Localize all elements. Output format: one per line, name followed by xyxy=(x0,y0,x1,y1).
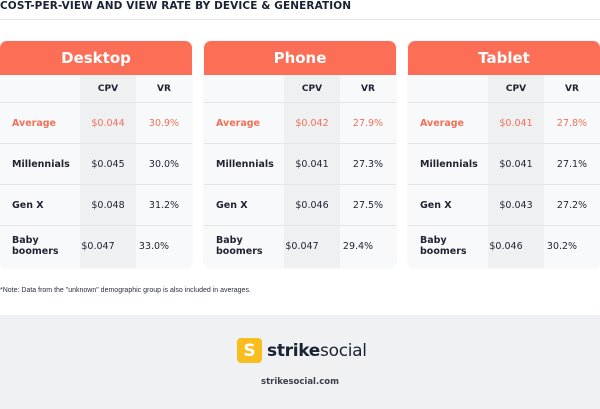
footer-url[interactable]: strikesocial.com xyxy=(261,377,339,387)
logo-wordmark: strikesocial xyxy=(267,341,367,361)
cpv-value: $0.041 xyxy=(499,158,533,170)
row-label: Baby boomers xyxy=(12,235,59,257)
vr-value: 27.5% xyxy=(352,199,384,211)
vr-value: 30.0% xyxy=(148,158,180,170)
cpv-value: $0.041 xyxy=(295,158,329,170)
vr-value: 31.2% xyxy=(148,199,180,211)
footnote: *Note: Data from the "unknown" demograph… xyxy=(0,287,251,294)
device-card-header: Desktop xyxy=(0,41,192,75)
page-title: COST-PER-VIEW AND VIEW RATE BY DEVICE & … xyxy=(0,0,352,12)
cpv-value: $0.041 xyxy=(499,117,533,129)
column-header-cpv: CPV xyxy=(97,83,119,94)
average-row: Average $0.044 30.9% xyxy=(0,103,192,144)
footer xyxy=(0,315,600,409)
vr-value: 30.9% xyxy=(148,117,180,129)
cpv-column-shade xyxy=(488,75,544,268)
device-card-desktop: Desktop CPV VR Average $0.044 30.9% Millennial… xyxy=(0,41,192,268)
cpv-value: $0.042 xyxy=(295,117,329,129)
strikesocial-logo: S strikesocial xyxy=(237,338,367,363)
device-card-header: Tablet xyxy=(408,41,600,75)
cpv-column-shade xyxy=(284,75,340,268)
device-card-header: Phone xyxy=(204,41,396,75)
logo-wordmark-bold: strike xyxy=(267,340,321,361)
cpv-value: $0.045 xyxy=(91,158,125,170)
cpv-column-shade xyxy=(80,75,136,268)
table-row: Gen X $0.046 27.5% xyxy=(204,185,396,226)
row-label: Baby boomers xyxy=(420,235,467,257)
column-header-row: CPV VR xyxy=(0,75,192,103)
table-row: Gen X $0.048 31.2% xyxy=(0,185,192,226)
cpv-value: $0.047 xyxy=(81,240,115,252)
row-label: Millennials xyxy=(420,158,478,170)
cpv-value: $0.046 xyxy=(489,240,523,252)
vr-value: 33.0% xyxy=(138,240,170,252)
table-row: Gen X $0.043 27.2% xyxy=(408,185,600,226)
average-row: Average $0.041 27.8% xyxy=(408,103,600,144)
cpv-value: $0.044 xyxy=(91,117,125,129)
column-header-row: CPV VR xyxy=(204,75,396,103)
table-row: Millennials $0.041 27.3% xyxy=(204,144,396,185)
row-label: Baby boomers xyxy=(216,235,263,257)
row-label: Average xyxy=(12,117,56,129)
vr-value: 27.2% xyxy=(556,199,588,211)
column-header-vr: VR xyxy=(157,83,171,94)
table-row: Baby boomers $0.046 30.2% xyxy=(408,226,600,266)
device-card-phone: Phone CPV VR Average $0.042 27.9% Millennials $… xyxy=(204,41,396,268)
row-label: Millennials xyxy=(216,158,274,170)
device-card-tablet: Tablet CPV VR Average $0.041 27.8% Millennials… xyxy=(408,41,600,268)
vr-value: 30.2% xyxy=(546,240,578,252)
cpv-value: $0.046 xyxy=(295,199,329,211)
row-label: Average xyxy=(420,117,464,129)
column-header-cpv: CPV xyxy=(301,83,323,94)
vr-value: 27.9% xyxy=(352,117,384,129)
title-divider xyxy=(0,19,600,20)
row-label: Millennials xyxy=(12,158,70,170)
average-row: Average $0.042 27.9% xyxy=(204,103,396,144)
row-label: Average xyxy=(216,117,260,129)
column-header-vr: VR xyxy=(361,83,375,94)
cpv-value: $0.048 xyxy=(91,199,125,211)
logo-badge-icon: S xyxy=(237,338,262,363)
cpv-value: $0.047 xyxy=(285,240,319,252)
row-label: Gen X xyxy=(420,199,452,211)
vr-value: 27.1% xyxy=(556,158,588,170)
row-label: Gen X xyxy=(12,199,44,211)
vr-value: 27.8% xyxy=(556,117,588,129)
column-header-vr: VR xyxy=(565,83,579,94)
row-label: Gen X xyxy=(216,199,248,211)
vr-value: 27.3% xyxy=(352,158,384,170)
table-row: Millennials $0.045 30.0% xyxy=(0,144,192,185)
column-header-row: CPV VR xyxy=(408,75,600,103)
cpv-value: $0.043 xyxy=(499,199,533,211)
table-row: Baby boomers $0.047 33.0% xyxy=(0,226,192,266)
logo-wordmark-light: social xyxy=(320,340,367,361)
vr-value: 29.4% xyxy=(342,240,374,252)
table-row: Baby boomers $0.047 29.4% xyxy=(204,226,396,266)
column-header-cpv: CPV xyxy=(505,83,527,94)
table-row: Millennials $0.041 27.1% xyxy=(408,144,600,185)
